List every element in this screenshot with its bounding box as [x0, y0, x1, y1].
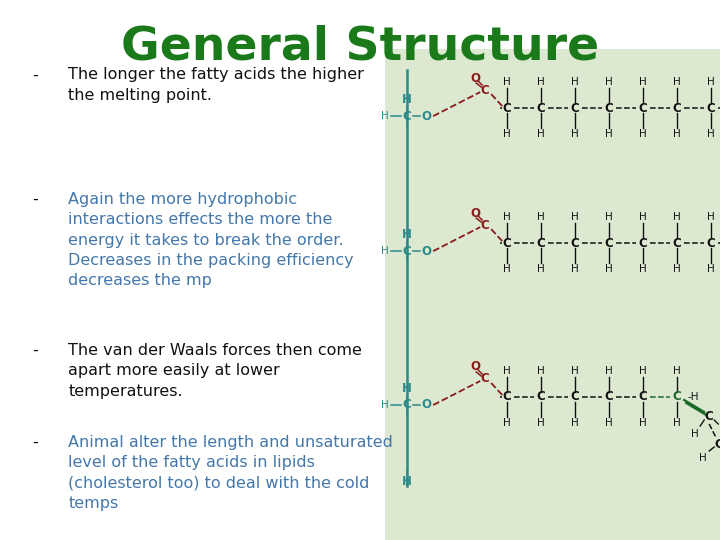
Text: C: C: [639, 102, 647, 114]
Text: H: H: [537, 366, 545, 376]
Text: C: C: [605, 390, 613, 403]
Bar: [385, 49, 720, 540]
Text: -: -: [32, 343, 38, 358]
Text: H: H: [673, 129, 681, 139]
Text: H: H: [402, 93, 412, 106]
Text: H: H: [673, 418, 681, 428]
Text: H: H: [639, 129, 647, 139]
Text: H: H: [537, 264, 545, 274]
Text: C: C: [537, 237, 546, 249]
Text: C: C: [571, 237, 580, 249]
Text: C: C: [537, 390, 546, 403]
Text: C: C: [672, 237, 682, 249]
Text: C: C: [402, 245, 412, 258]
Text: Animal alter the length and unsaturated
level of the fatty acids in lipids
(chol: Animal alter the length and unsaturated …: [68, 435, 393, 511]
Text: O: O: [470, 361, 480, 374]
Text: C: C: [481, 373, 490, 386]
Text: H: H: [719, 425, 720, 435]
Text: H: H: [606, 264, 613, 274]
Text: H: H: [673, 77, 681, 87]
Text: H: H: [673, 212, 681, 222]
Text: H: H: [606, 366, 613, 376]
Text: H: H: [572, 212, 579, 222]
Text: C: C: [605, 237, 613, 249]
Text: H: H: [639, 264, 647, 274]
Text: C: C: [707, 102, 716, 114]
Text: The van der Waals forces then come
apart more easily at lower
temperatures.: The van der Waals forces then come apart…: [68, 343, 362, 399]
Text: H: H: [606, 77, 613, 87]
Text: C: C: [481, 219, 490, 232]
Text: H: H: [503, 77, 511, 87]
Text: -H: -H: [687, 392, 698, 402]
Text: C: C: [672, 102, 682, 114]
Text: C: C: [571, 390, 580, 403]
Text: C: C: [503, 102, 512, 114]
Text: H: H: [503, 212, 511, 222]
Text: C: C: [503, 237, 512, 249]
Text: H: H: [572, 418, 579, 428]
Text: H: H: [382, 246, 390, 256]
Text: General Structure: General Structure: [121, 24, 599, 69]
Text: H: H: [639, 77, 647, 87]
Text: H: H: [537, 77, 545, 87]
Text: H: H: [503, 129, 511, 139]
Text: C: C: [707, 237, 716, 249]
Text: C: C: [705, 410, 714, 423]
Text: H: H: [673, 366, 681, 376]
Text: H: H: [382, 400, 390, 410]
Text: O: O: [421, 110, 431, 123]
Text: H: H: [639, 418, 647, 428]
Text: H: H: [572, 366, 579, 376]
Text: C: C: [402, 399, 412, 411]
Text: H: H: [707, 264, 715, 274]
Text: H: H: [639, 212, 647, 222]
Text: H: H: [707, 129, 715, 139]
Text: H: H: [402, 475, 412, 488]
Text: H: H: [707, 77, 715, 87]
Text: H: H: [382, 111, 390, 121]
Text: C: C: [605, 102, 613, 114]
Text: C: C: [639, 237, 647, 249]
Text: C: C: [672, 390, 682, 403]
Text: H: H: [639, 366, 647, 376]
Text: C: C: [571, 102, 580, 114]
Text: H: H: [537, 418, 545, 428]
Text: O: O: [470, 207, 480, 220]
Text: H: H: [673, 264, 681, 274]
Text: H: H: [503, 366, 511, 376]
Text: H: H: [402, 228, 412, 241]
Text: H: H: [606, 129, 613, 139]
Text: H: H: [707, 212, 715, 222]
Text: H: H: [699, 453, 707, 463]
Text: H: H: [572, 77, 579, 87]
Text: H: H: [537, 129, 545, 139]
Text: H: H: [537, 212, 545, 222]
Text: -: -: [32, 435, 38, 450]
Text: H: H: [572, 264, 579, 274]
Text: C: C: [715, 438, 720, 451]
Text: H: H: [606, 418, 613, 428]
Text: The longer the fatty acids the higher
the melting point.: The longer the fatty acids the higher th…: [68, 68, 364, 103]
Text: C: C: [639, 390, 647, 403]
Text: H: H: [572, 129, 579, 139]
Text: C: C: [537, 102, 546, 114]
Text: -: -: [32, 192, 38, 207]
Text: O: O: [470, 72, 480, 85]
Text: Again the more hydrophobic
interactions effects the more the
energy it takes to : Again the more hydrophobic interactions …: [68, 192, 354, 288]
Text: C: C: [503, 390, 512, 403]
Text: C: C: [481, 84, 490, 97]
Text: O: O: [421, 399, 431, 411]
Text: H: H: [503, 418, 511, 428]
Text: H: H: [691, 429, 699, 439]
Text: H: H: [503, 264, 511, 274]
Text: H: H: [606, 212, 613, 222]
Text: O: O: [421, 245, 431, 258]
Text: -: -: [32, 68, 38, 83]
Text: H: H: [402, 382, 412, 395]
Text: C: C: [402, 110, 412, 123]
